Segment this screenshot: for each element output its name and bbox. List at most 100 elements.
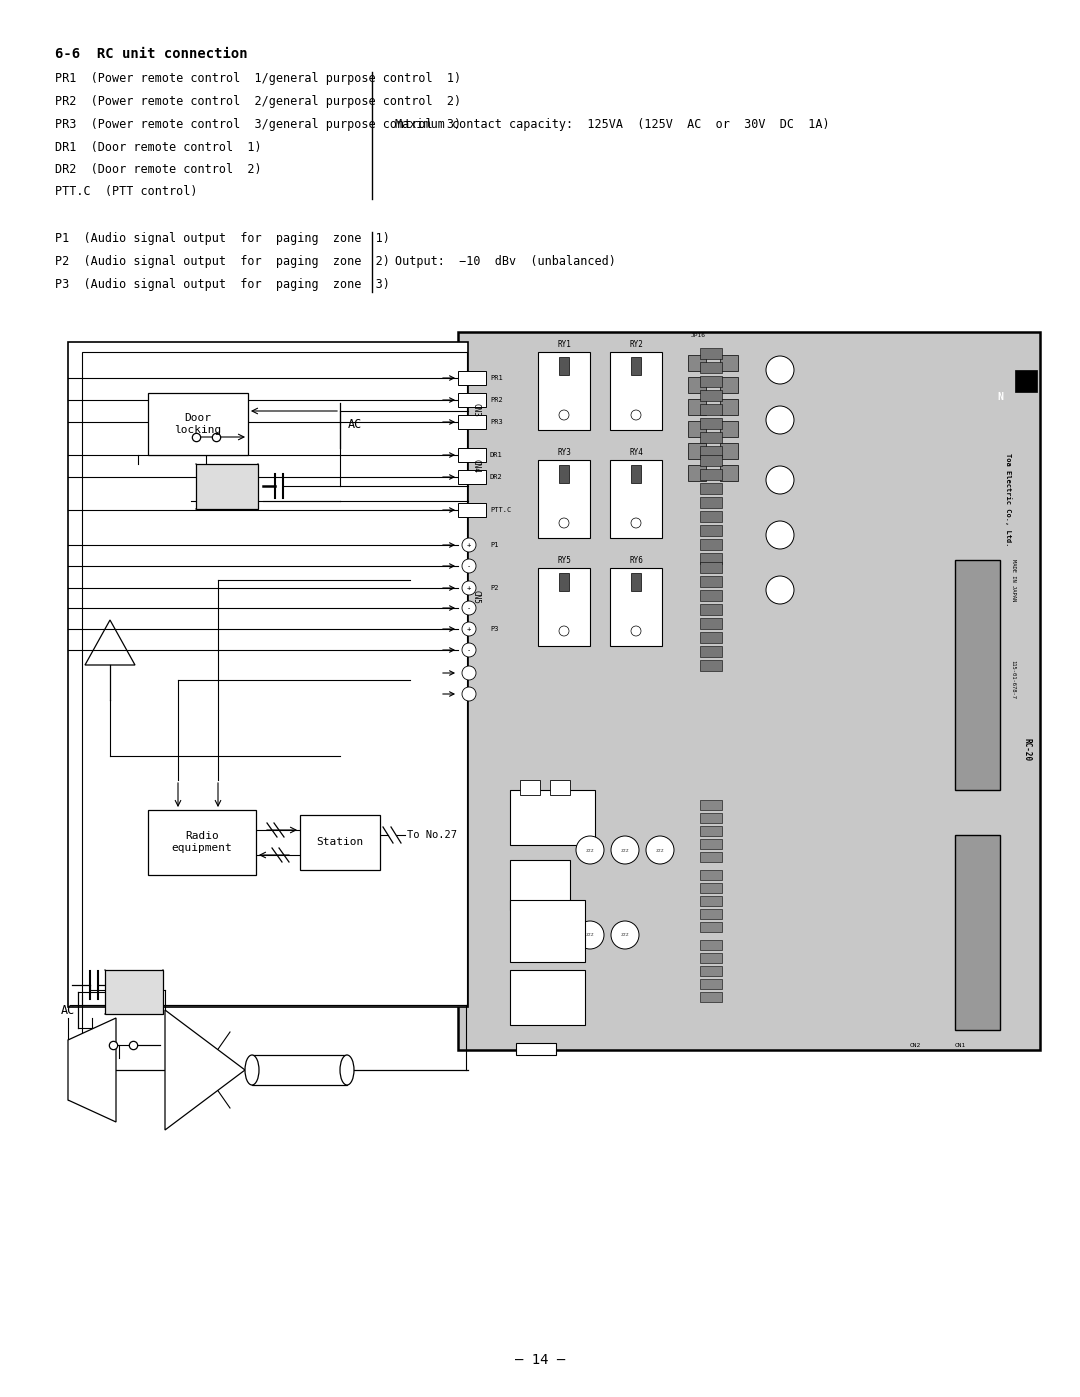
Circle shape bbox=[766, 407, 794, 434]
Circle shape bbox=[462, 622, 476, 636]
Bar bbox=[700, 404, 723, 415]
Circle shape bbox=[559, 409, 569, 420]
Bar bbox=[510, 970, 585, 1025]
Circle shape bbox=[646, 835, 674, 863]
Bar bbox=[700, 525, 723, 536]
Circle shape bbox=[631, 518, 642, 528]
Text: zzz: zzz bbox=[656, 848, 664, 852]
Bar bbox=[458, 448, 486, 462]
Bar bbox=[720, 355, 738, 372]
Circle shape bbox=[462, 687, 476, 701]
Text: PR2: PR2 bbox=[490, 397, 503, 402]
Circle shape bbox=[462, 643, 476, 657]
Bar bbox=[700, 590, 723, 601]
Bar bbox=[700, 909, 723, 919]
Bar bbox=[720, 400, 738, 415]
Bar bbox=[700, 418, 723, 429]
Text: CN5: CN5 bbox=[472, 590, 481, 604]
Text: P1  (Audio signal output  for  paging  zone  1): P1 (Audio signal output for paging zone … bbox=[55, 232, 390, 244]
Bar bbox=[688, 400, 706, 415]
Text: P2: P2 bbox=[490, 585, 499, 591]
Bar bbox=[700, 539, 723, 550]
Text: +: + bbox=[467, 585, 471, 591]
Bar bbox=[458, 393, 486, 407]
Text: 115-01-678-7: 115-01-678-7 bbox=[1011, 661, 1015, 700]
Bar bbox=[700, 390, 723, 401]
Text: PTT.C: PTT.C bbox=[490, 507, 511, 513]
Text: RY4: RY4 bbox=[629, 448, 643, 457]
Text: Output:  −10  dBv  (unbalanced): Output: −10 dBv (unbalanced) bbox=[395, 256, 616, 268]
Text: P3  (Audio signal output  for  paging  zone  3): P3 (Audio signal output for paging zone … bbox=[55, 278, 390, 291]
Bar bbox=[700, 895, 723, 907]
Text: Station: Station bbox=[316, 837, 364, 847]
Bar bbox=[631, 573, 642, 591]
Bar bbox=[700, 840, 723, 849]
Text: AC: AC bbox=[60, 1003, 75, 1017]
Text: zzz: zzz bbox=[621, 848, 630, 852]
Circle shape bbox=[462, 666, 476, 680]
Text: zzz: zzz bbox=[585, 848, 594, 852]
Bar bbox=[559, 358, 569, 374]
Bar bbox=[720, 420, 738, 437]
Bar bbox=[148, 393, 248, 455]
Bar bbox=[700, 979, 723, 989]
Bar bbox=[700, 883, 723, 893]
Text: RY1: RY1 bbox=[557, 339, 571, 349]
Bar bbox=[700, 965, 723, 977]
Bar bbox=[458, 503, 486, 517]
Text: MADE IN JAPAN: MADE IN JAPAN bbox=[1011, 559, 1015, 601]
Bar bbox=[559, 465, 569, 483]
Circle shape bbox=[611, 921, 639, 949]
Circle shape bbox=[766, 576, 794, 604]
Bar bbox=[538, 569, 590, 645]
Text: DR2: DR2 bbox=[490, 474, 503, 481]
Text: -: - bbox=[467, 563, 471, 569]
Text: PR1: PR1 bbox=[490, 374, 503, 381]
Bar bbox=[700, 617, 723, 629]
Bar bbox=[700, 992, 723, 1002]
Bar bbox=[700, 483, 723, 495]
Bar bbox=[195, 464, 258, 509]
Bar bbox=[610, 352, 662, 430]
Text: 6-6  RC unit connection: 6-6 RC unit connection bbox=[55, 47, 247, 61]
Circle shape bbox=[462, 538, 476, 552]
Bar bbox=[458, 469, 486, 483]
Circle shape bbox=[631, 409, 642, 420]
Text: – 14 –: – 14 – bbox=[515, 1354, 565, 1368]
Text: P2  (Audio signal output  for  paging  zone  2): P2 (Audio signal output for paging zone … bbox=[55, 256, 390, 268]
Bar bbox=[955, 835, 1000, 1030]
Circle shape bbox=[611, 835, 639, 863]
Text: DR1  (Door remote control  1): DR1 (Door remote control 1) bbox=[55, 141, 261, 154]
Text: PR2  (Power remote control  2/general purpose control  2): PR2 (Power remote control 2/general purp… bbox=[55, 95, 461, 108]
Text: RY2: RY2 bbox=[629, 339, 643, 349]
Bar bbox=[688, 377, 706, 393]
Bar bbox=[68, 342, 468, 1007]
Bar bbox=[700, 446, 723, 457]
Circle shape bbox=[559, 518, 569, 528]
Bar bbox=[700, 497, 723, 509]
Bar bbox=[510, 861, 570, 909]
Text: PTT.C  (PTT control): PTT.C (PTT control) bbox=[55, 184, 198, 198]
Bar bbox=[300, 814, 380, 870]
Text: CN1: CN1 bbox=[955, 1044, 966, 1048]
Bar bbox=[458, 372, 486, 386]
Bar bbox=[700, 645, 723, 657]
Circle shape bbox=[576, 921, 604, 949]
Bar bbox=[1015, 370, 1037, 393]
Text: RY3: RY3 bbox=[557, 448, 571, 457]
Text: Radio
equipment: Radio equipment bbox=[172, 831, 232, 852]
Bar bbox=[700, 953, 723, 963]
Text: AC: AC bbox=[348, 419, 362, 432]
Bar bbox=[550, 780, 570, 795]
Bar bbox=[458, 332, 1040, 1051]
Circle shape bbox=[576, 835, 604, 863]
Bar bbox=[700, 348, 723, 359]
Circle shape bbox=[631, 626, 642, 636]
Bar bbox=[82, 352, 467, 1004]
Text: DR2  (Door remote control  2): DR2 (Door remote control 2) bbox=[55, 163, 261, 176]
Circle shape bbox=[766, 521, 794, 549]
Text: RY6: RY6 bbox=[629, 556, 643, 564]
Text: PR3: PR3 bbox=[490, 419, 503, 425]
Bar bbox=[559, 573, 569, 591]
Bar bbox=[510, 900, 585, 963]
